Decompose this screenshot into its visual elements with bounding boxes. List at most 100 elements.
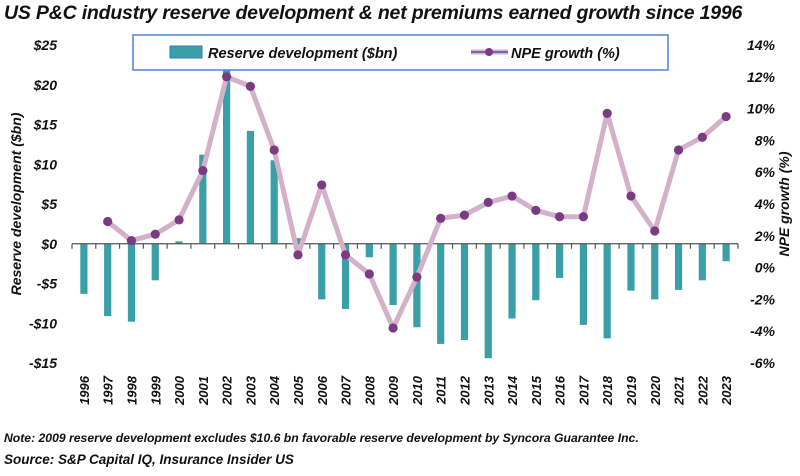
bar-2013 xyxy=(484,243,492,359)
x-tick-label-2019: 2019 xyxy=(624,375,639,406)
x-axis-baseline xyxy=(71,243,739,249)
x-tick-label-1997: 1997 xyxy=(101,375,116,405)
npe-point-2012 xyxy=(459,210,470,220)
left-y-tick-label: $25 xyxy=(33,37,58,53)
npe-point-2008 xyxy=(364,269,374,279)
bar-2015 xyxy=(532,243,540,301)
npe-point-2003 xyxy=(245,81,255,91)
legend-box xyxy=(132,34,669,71)
legend-label-reserve-development: Reserve development ($bn) xyxy=(208,46,398,62)
bar-2012 xyxy=(460,243,469,340)
right-y-axis-title: NPE growth (%) xyxy=(776,151,792,256)
x-tick-label-2011: 2011 xyxy=(434,376,449,405)
npe-point-1999 xyxy=(150,229,160,239)
bar-2017 xyxy=(579,243,587,325)
bar-2022 xyxy=(698,243,706,281)
x-tick-label-2022: 2022 xyxy=(695,375,710,406)
right-y-tick-label: -4% xyxy=(750,323,775,339)
left-y-tick-label: -$15 xyxy=(29,355,57,371)
bar-2023 xyxy=(722,243,730,262)
left-y-tick-label: -$10 xyxy=(29,315,57,331)
npe-point-2000 xyxy=(174,215,184,225)
npe-point-2021 xyxy=(673,145,684,155)
bar-1998 xyxy=(127,243,136,322)
npe-point-2001 xyxy=(198,166,208,176)
right-y-tick-label: 8% xyxy=(755,132,776,148)
bar-2018 xyxy=(603,243,611,339)
npe-point-1997 xyxy=(103,216,113,227)
npe-point-2009 xyxy=(388,323,398,333)
right-y-tick-label: 4% xyxy=(754,196,776,212)
bar-2021 xyxy=(674,243,683,290)
x-tick-label-2002: 2002 xyxy=(220,375,235,406)
x-tick-label-2016: 2016 xyxy=(553,375,568,406)
x-tick-label-2014: 2014 xyxy=(505,375,520,406)
bar-1999 xyxy=(151,243,159,281)
x-tick-label-1998: 1998 xyxy=(124,375,139,405)
right-y-tick-label: 6% xyxy=(755,164,776,180)
bar-2014 xyxy=(508,243,516,319)
x-tick-label-2021: 2021 xyxy=(672,376,687,406)
bar-1997 xyxy=(104,243,112,317)
npe-point-2002 xyxy=(222,72,232,82)
bar-2008 xyxy=(365,243,373,258)
npe-point-2022 xyxy=(697,132,707,142)
npe-point-2013 xyxy=(483,197,493,208)
npe-point-2019 xyxy=(626,191,636,201)
x-tick-label-2005: 2005 xyxy=(291,375,306,406)
bar-2006 xyxy=(318,243,326,300)
right-y-tick-label: 0% xyxy=(755,260,776,276)
x-tick-label-2001: 2001 xyxy=(196,376,211,406)
left-y-tick-label: $5 xyxy=(40,196,57,212)
source-note: Source: S&P Capital IQ, Insurance Inside… xyxy=(4,452,294,467)
bar-2002 xyxy=(223,64,231,244)
legend-marker-npe-growth xyxy=(485,48,493,56)
x-tick-label-2008: 2008 xyxy=(362,375,377,406)
x-tick-label-2023: 2023 xyxy=(719,375,734,406)
x-tick-label-2018: 2018 xyxy=(600,375,615,406)
left-y-tick-label: $20 xyxy=(33,77,58,93)
x-tick-label-2017: 2017 xyxy=(576,375,591,406)
bar-2019 xyxy=(627,243,635,291)
npe-point-2011 xyxy=(436,213,446,223)
npe-point-2018 xyxy=(602,108,612,118)
npe-point-2017 xyxy=(578,212,588,222)
x-tick-label-2013: 2013 xyxy=(481,375,496,406)
bar-series-reserve-development xyxy=(80,64,730,359)
npe-point-2015 xyxy=(531,205,541,215)
npe-point-2004 xyxy=(269,145,279,155)
npe-point-2005 xyxy=(293,250,303,260)
x-tick-label-1996: 1996 xyxy=(77,375,92,405)
npe-point-1998 xyxy=(126,235,137,246)
bar-2020 xyxy=(651,243,659,300)
right-y-tick-label: -2% xyxy=(750,291,775,307)
x-tick-label-2012: 2012 xyxy=(457,375,472,406)
bar-2007 xyxy=(341,243,350,309)
right-y-tick-label: -6% xyxy=(750,355,775,371)
right-y-tick-label: 2% xyxy=(754,228,776,244)
right-y-tick-label: 10% xyxy=(747,101,776,117)
x-tick-label-2010: 2010 xyxy=(410,375,425,406)
x-tick-label-1999: 1999 xyxy=(148,375,163,405)
left-y-tick-label: $10 xyxy=(33,156,58,172)
left-y-tick-label: $0 xyxy=(40,236,57,252)
npe-point-2006 xyxy=(317,180,327,190)
x-tick-label-2020: 2020 xyxy=(648,375,663,406)
npe-point-2014 xyxy=(507,191,517,201)
legend-label-npe-growth: NPE growth (%) xyxy=(511,46,620,62)
x-tick-label-2009: 2009 xyxy=(386,375,401,406)
line-series-npe-growth xyxy=(103,72,731,333)
x-tick-label-2003: 2003 xyxy=(243,375,258,406)
left-y-tick-label: $15 xyxy=(33,117,58,133)
x-tick-label-2015: 2015 xyxy=(529,375,544,406)
x-tick-label-2004: 2004 xyxy=(267,375,282,406)
left-y-axis-tick-labels: $25 $20 $15 $10 $5 $0 -$5 -$10 -$15 xyxy=(29,37,57,371)
bar-2003 xyxy=(246,130,254,244)
left-y-tick-label: -$5 xyxy=(37,276,57,292)
left-y-axis-title: Reserve development ($bn) xyxy=(8,112,24,295)
bar-2016 xyxy=(556,243,564,278)
x-tick-label-2006: 2006 xyxy=(315,375,330,406)
npe-point-2023 xyxy=(721,111,731,122)
npe-point-2007 xyxy=(340,250,351,260)
